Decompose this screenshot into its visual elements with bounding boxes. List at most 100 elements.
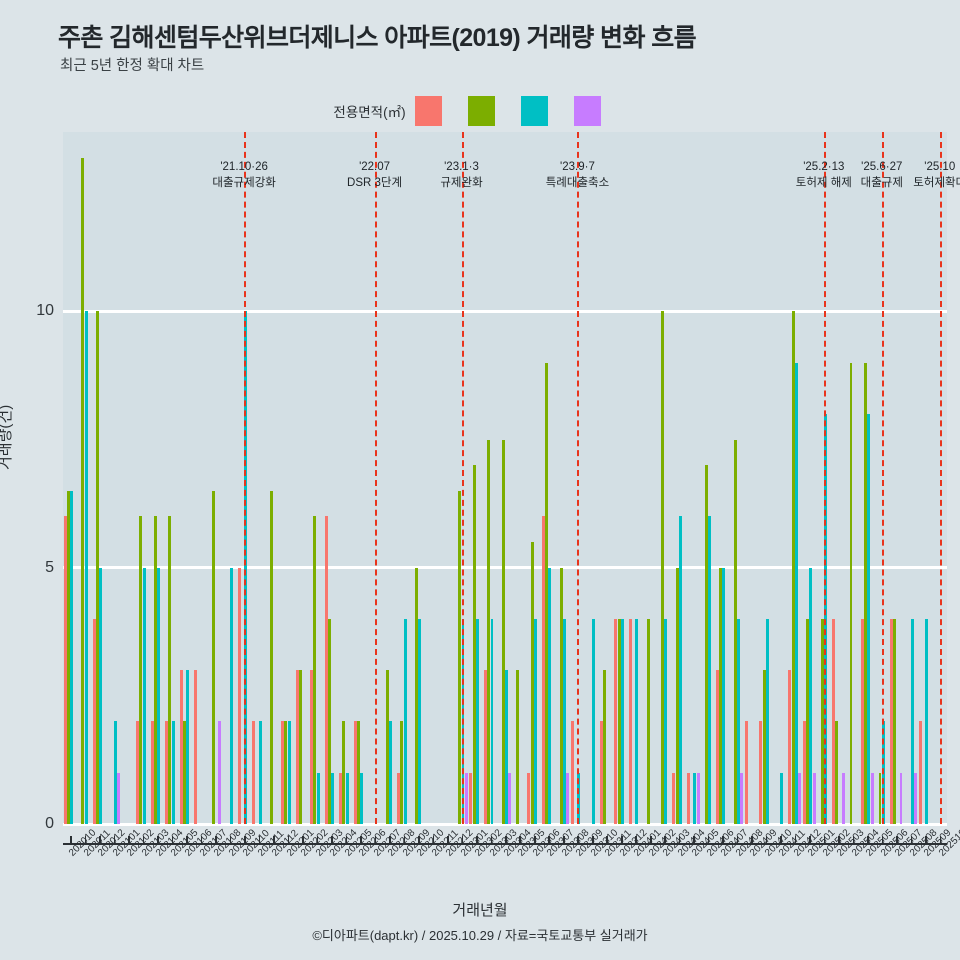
- bar[interactable]: [893, 618, 896, 824]
- bar[interactable]: [284, 721, 288, 824]
- bar[interactable]: [252, 721, 256, 824]
- bar[interactable]: [820, 618, 824, 824]
- bar[interactable]: [617, 618, 621, 824]
- bar[interactable]: [562, 618, 566, 824]
- bar[interactable]: [545, 362, 549, 824]
- bar[interactable]: [92, 618, 96, 824]
- bar[interactable]: [533, 618, 537, 824]
- bar[interactable]: [194, 670, 198, 824]
- bar[interactable]: [809, 567, 813, 824]
- bar[interactable]: [628, 618, 632, 824]
- bar[interactable]: [646, 618, 650, 824]
- bar[interactable]: [490, 618, 494, 824]
- bar[interactable]: [418, 618, 421, 824]
- bar[interactable]: [501, 439, 505, 824]
- bar[interactable]: [914, 772, 917, 824]
- bar[interactable]: [95, 311, 99, 824]
- bar[interactable]: [397, 772, 400, 824]
- bar[interactable]: [316, 772, 320, 824]
- bar[interactable]: [113, 721, 117, 824]
- bar[interactable]: [603, 670, 607, 824]
- bar[interactable]: [81, 157, 85, 824]
- bar[interactable]: [541, 516, 545, 824]
- bar[interactable]: [142, 567, 146, 824]
- bar[interactable]: [841, 772, 845, 824]
- bar[interactable]: [762, 670, 766, 824]
- bar[interactable]: [527, 772, 531, 824]
- bar[interactable]: [736, 618, 740, 824]
- bar[interactable]: [791, 311, 795, 824]
- bar[interactable]: [715, 670, 719, 824]
- bar[interactable]: [310, 670, 314, 824]
- bar[interactable]: [661, 311, 665, 824]
- bar[interactable]: [591, 618, 595, 824]
- bar[interactable]: [835, 721, 838, 824]
- bar[interactable]: [925, 618, 929, 824]
- bar[interactable]: [298, 670, 302, 824]
- bar[interactable]: [487, 439, 491, 824]
- bar[interactable]: [472, 465, 476, 824]
- bar[interactable]: [389, 721, 393, 824]
- bar[interactable]: [696, 772, 700, 824]
- bar[interactable]: [867, 413, 871, 824]
- bar[interactable]: [788, 670, 792, 824]
- bar[interactable]: [559, 567, 563, 824]
- bar[interactable]: [798, 772, 802, 824]
- bar[interactable]: [707, 516, 711, 824]
- bar[interactable]: [802, 721, 806, 824]
- bar[interactable]: [150, 721, 154, 824]
- bar[interactable]: [70, 490, 74, 824]
- bar[interactable]: [483, 670, 487, 824]
- bar[interactable]: [218, 721, 222, 824]
- bar[interactable]: [211, 490, 215, 824]
- bar[interactable]: [678, 516, 682, 824]
- bar[interactable]: [686, 772, 690, 824]
- bar[interactable]: [860, 618, 864, 824]
- bar[interactable]: [740, 772, 744, 824]
- bar[interactable]: [464, 772, 468, 824]
- bar[interactable]: [179, 670, 183, 824]
- bar[interactable]: [186, 670, 190, 824]
- bar[interactable]: [237, 567, 241, 824]
- bar[interactable]: [806, 618, 810, 824]
- bar[interactable]: [331, 772, 335, 824]
- bar[interactable]: [664, 618, 668, 824]
- bar[interactable]: [414, 567, 418, 824]
- bar[interactable]: [878, 772, 882, 824]
- bar[interactable]: [476, 618, 479, 824]
- bar[interactable]: [780, 772, 784, 824]
- bar[interactable]: [704, 465, 708, 824]
- bar[interactable]: [672, 772, 676, 824]
- bar[interactable]: [345, 772, 349, 824]
- bar[interactable]: [287, 721, 291, 824]
- bar[interactable]: [889, 618, 893, 824]
- bar[interactable]: [63, 516, 67, 824]
- bar[interactable]: [918, 721, 922, 824]
- bar[interactable]: [258, 721, 262, 824]
- bar[interactable]: [693, 772, 697, 824]
- bar[interactable]: [910, 618, 914, 824]
- bar[interactable]: [505, 670, 508, 824]
- bar[interactable]: [313, 516, 317, 824]
- bar[interactable]: [675, 567, 679, 824]
- bar[interactable]: [356, 721, 360, 824]
- bar[interactable]: [570, 721, 574, 824]
- bar[interactable]: [599, 721, 603, 824]
- bar[interactable]: [548, 567, 552, 824]
- bar[interactable]: [157, 567, 161, 824]
- legend-item-85[interactable]: [520, 96, 572, 126]
- bar[interactable]: [864, 362, 867, 824]
- bar[interactable]: [269, 490, 273, 824]
- bar[interactable]: [171, 721, 175, 824]
- bar[interactable]: [849, 362, 853, 824]
- bar[interactable]: [516, 670, 520, 824]
- bar[interactable]: [342, 721, 346, 824]
- bar[interactable]: [116, 772, 120, 824]
- legend-item-110[interactable]: [573, 96, 625, 126]
- bar[interactable]: [339, 772, 343, 824]
- bar[interactable]: [812, 772, 816, 824]
- bar[interactable]: [327, 618, 331, 824]
- bar[interactable]: [566, 772, 570, 824]
- bar[interactable]: [229, 567, 233, 824]
- bar[interactable]: [744, 721, 748, 824]
